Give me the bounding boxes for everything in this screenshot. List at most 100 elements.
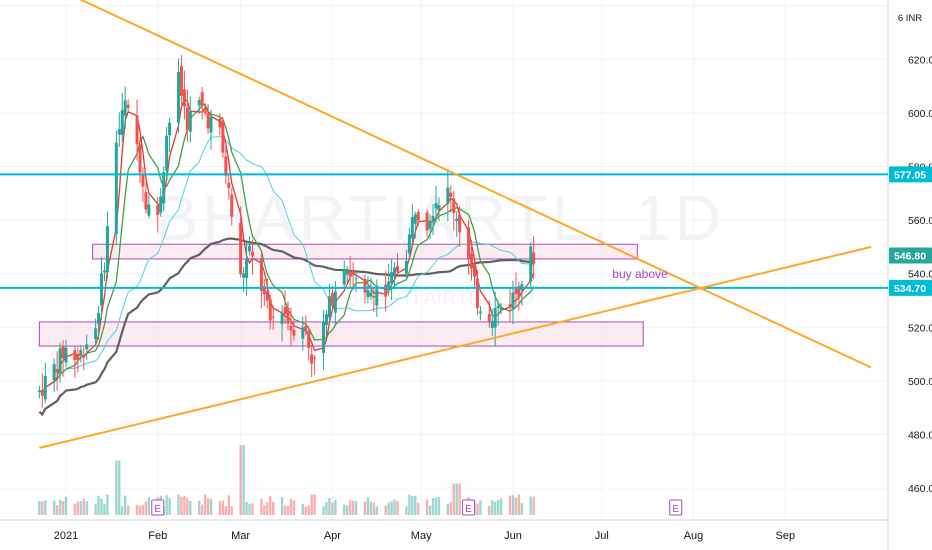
candle-body: [375, 289, 379, 306]
candle-body: [200, 92, 204, 106]
trendline-resistance[interactable]: [30, 0, 872, 369]
volume-bar: [183, 496, 186, 515]
volume-bar: [532, 496, 535, 515]
volume-bar: [334, 499, 337, 515]
candle-body: [396, 266, 400, 272]
volume-bar: [491, 500, 494, 515]
grid: [0, 0, 888, 520]
candle-body: [387, 281, 391, 290]
earnings-marker[interactable]: E: [669, 499, 683, 516]
volume-bars: [38, 445, 535, 515]
candle-body: [82, 356, 86, 358]
candle-body: [37, 390, 41, 392]
candle-body: [342, 269, 346, 285]
volume-bar: [186, 498, 189, 515]
volume-bar: [272, 501, 275, 515]
volume-bar: [292, 500, 296, 515]
candle-body: [425, 212, 429, 231]
candle-body: [64, 347, 68, 363]
earnings-icon: [151, 499, 165, 516]
x-tick-label: Sep: [775, 530, 795, 542]
candle-body: [209, 117, 213, 133]
volume-bar: [514, 497, 518, 515]
earnings-marker[interactable]: E: [462, 499, 476, 516]
volume-bar: [375, 506, 378, 515]
volume-bar: [82, 498, 85, 515]
x-tick-label: Aug: [684, 530, 704, 542]
volume-bar: [73, 503, 77, 515]
earnings-icon: [462, 499, 476, 516]
earnings-label: E: [672, 504, 679, 515]
volume-bar: [452, 483, 455, 515]
candle-body: [434, 202, 438, 209]
watermark-subtitle: BHARTI AIRTEL LTD: [346, 288, 534, 310]
candle-body: [410, 217, 414, 239]
volume-bar: [141, 504, 145, 515]
candle-body: [455, 218, 459, 221]
volume-bar: [100, 498, 103, 515]
volume-bar: [251, 503, 254, 515]
candle-body: [141, 174, 145, 187]
candle-body: [58, 348, 62, 374]
candle-body: [52, 363, 56, 381]
candle-body: [203, 110, 207, 114]
volume-bar: [405, 506, 408, 515]
candle-body: [437, 205, 441, 211]
volume-bar: [221, 500, 225, 515]
candle-body: [179, 65, 183, 96]
volume-bar: [366, 497, 370, 515]
candle-body: [40, 390, 44, 396]
candle-body: [351, 270, 355, 276]
volume-bar: [124, 495, 127, 515]
volume-bar: [354, 501, 358, 515]
candle-body: [197, 100, 201, 106]
candle-body: [517, 286, 521, 298]
volume-bar: [393, 499, 396, 515]
earnings-marker[interactable]: E: [151, 499, 165, 516]
candle-body: [304, 326, 308, 331]
volume-bar: [307, 505, 310, 515]
volume-bar: [206, 498, 210, 515]
x-tick-label: May: [411, 530, 432, 542]
volume-bar: [177, 494, 180, 515]
volume-bar: [310, 494, 313, 515]
volume-bar: [260, 498, 263, 515]
candle-body: [404, 261, 408, 274]
x-tick-label: Mar: [231, 530, 250, 542]
volume-bar: [437, 497, 441, 515]
candle-body: [43, 375, 47, 400]
candle-body: [283, 306, 287, 315]
price-label-text: 534.70: [894, 283, 926, 295]
price-label-last: 546.80: [889, 247, 932, 264]
volume-bar: [417, 502, 420, 515]
candle-body: [333, 291, 337, 313]
volume-bar: [425, 499, 429, 515]
volume-bar: [144, 501, 148, 515]
earnings-icon: [669, 499, 683, 516]
trendline-support[interactable]: [39, 245, 872, 449]
volume-bar: [106, 494, 109, 515]
candle-body: [496, 305, 500, 309]
volume-bar: [44, 500, 47, 515]
volume-bar: [304, 506, 307, 515]
candle-body: [73, 350, 77, 360]
volume-bar: [218, 501, 222, 515]
volume-bar: [446, 503, 450, 515]
volume-bar: [328, 498, 331, 515]
price-label-box: [889, 247, 932, 264]
volume-bar: [126, 505, 130, 515]
volume-bar: [263, 504, 266, 515]
horizontal-lines: [0, 173, 888, 289]
x-tick-label: Feb: [148, 530, 167, 542]
candle-body: [218, 118, 222, 128]
volume-bar: [529, 496, 532, 515]
volume-bar: [449, 502, 452, 515]
volume-bar: [496, 499, 500, 515]
price-label-box: [889, 279, 932, 296]
volume-bar: [476, 503, 479, 515]
candle-body: [117, 129, 121, 135]
y-tick-label: 560.00: [908, 215, 932, 227]
x-tick-label: 2021: [54, 530, 78, 542]
